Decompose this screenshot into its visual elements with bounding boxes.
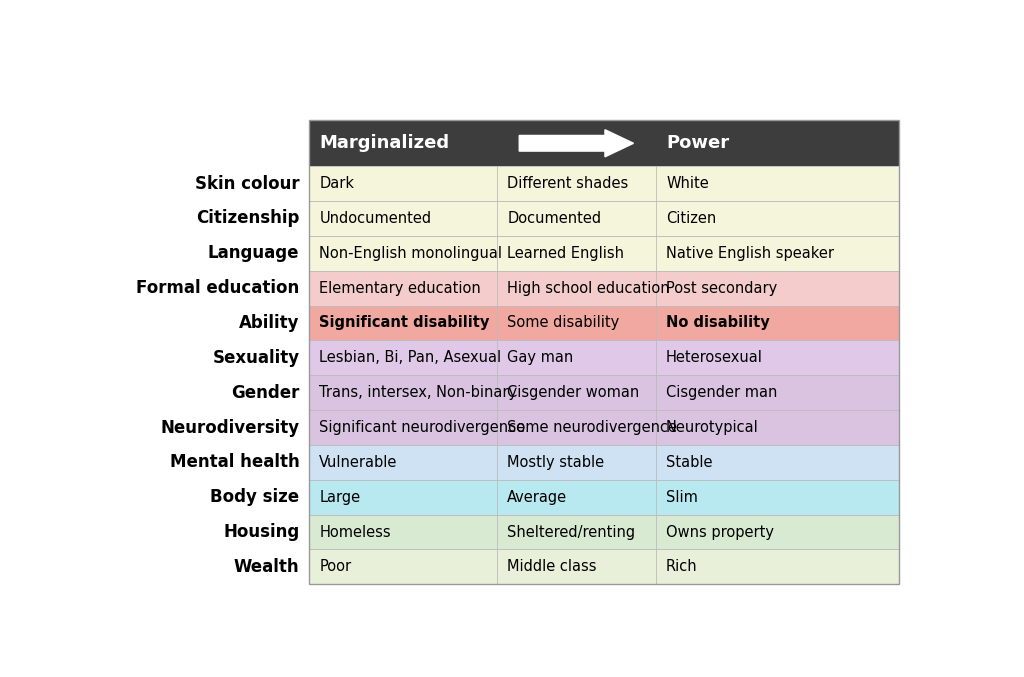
Text: Power: Power	[666, 134, 729, 152]
Text: Cisgender man: Cisgender man	[666, 385, 777, 400]
Text: Learned English: Learned English	[507, 246, 625, 261]
Text: Lesbian, Bi, Pan, Asexual: Lesbian, Bi, Pan, Asexual	[319, 350, 502, 366]
Text: Some neurodivergence: Some neurodivergence	[507, 420, 677, 435]
Text: Sheltered/renting: Sheltered/renting	[507, 525, 636, 540]
Text: Citizenship: Citizenship	[196, 209, 299, 227]
Text: Some disability: Some disability	[507, 315, 620, 330]
Text: Heterosexual: Heterosexual	[666, 350, 763, 366]
Bar	[309, 201, 899, 236]
Text: Different shades: Different shades	[507, 176, 629, 191]
Text: Formal education: Formal education	[136, 279, 299, 297]
Bar	[309, 410, 899, 445]
Text: Gender: Gender	[231, 384, 299, 401]
Bar	[309, 515, 899, 550]
Text: Native English speaker: Native English speaker	[666, 246, 835, 261]
Text: Rich: Rich	[666, 559, 697, 574]
Text: Undocumented: Undocumented	[319, 211, 431, 226]
Text: Elementary education: Elementary education	[319, 281, 481, 296]
Text: No disability: No disability	[666, 315, 770, 330]
Text: Mostly stable: Mostly stable	[507, 455, 604, 470]
Bar	[309, 121, 899, 584]
Text: Mental health: Mental health	[170, 454, 299, 471]
Bar	[309, 375, 899, 410]
Text: White: White	[666, 176, 709, 191]
Text: High school education: High school education	[507, 281, 670, 296]
Text: Marginalized: Marginalized	[319, 134, 450, 152]
Text: Neurodiversity: Neurodiversity	[161, 418, 299, 437]
Text: Owns property: Owns property	[666, 525, 774, 540]
Text: Citizen: Citizen	[666, 211, 717, 226]
Bar	[309, 271, 899, 305]
Bar	[309, 550, 899, 584]
Text: Ability: Ability	[239, 314, 299, 332]
Bar	[309, 480, 899, 515]
Bar	[309, 305, 899, 341]
Text: Significant disability: Significant disability	[319, 315, 489, 330]
Text: Gay man: Gay man	[507, 350, 573, 366]
Bar	[309, 236, 899, 271]
Text: Housing: Housing	[223, 523, 299, 541]
Text: Neurotypical: Neurotypical	[666, 420, 759, 435]
Text: Non-English monolingual: Non-English monolingual	[319, 246, 502, 261]
Text: Homeless: Homeless	[319, 525, 391, 540]
Bar	[309, 167, 899, 201]
Text: Large: Large	[319, 489, 360, 504]
Text: Stable: Stable	[666, 455, 713, 470]
Bar	[309, 121, 899, 167]
Text: Trans, intersex, Non-binary: Trans, intersex, Non-binary	[319, 385, 517, 400]
Text: Skin colour: Skin colour	[195, 175, 299, 193]
Bar	[309, 445, 899, 480]
Text: Poor: Poor	[319, 559, 351, 574]
Text: Cisgender woman: Cisgender woman	[507, 385, 640, 400]
Text: Average: Average	[507, 489, 567, 504]
Bar	[309, 341, 899, 375]
Text: Sexuality: Sexuality	[212, 349, 299, 367]
Text: Wealth: Wealth	[233, 558, 299, 576]
Text: Vulnerable: Vulnerable	[319, 455, 397, 470]
Text: Dark: Dark	[319, 176, 354, 191]
Text: Body size: Body size	[210, 488, 299, 506]
Text: Post secondary: Post secondary	[666, 281, 777, 296]
Text: Language: Language	[208, 244, 299, 262]
FancyArrow shape	[519, 130, 634, 157]
Text: Middle class: Middle class	[507, 559, 597, 574]
Text: Significant neurodivergence: Significant neurodivergence	[319, 420, 525, 435]
Text: Slim: Slim	[666, 489, 698, 504]
Text: Documented: Documented	[507, 211, 601, 226]
